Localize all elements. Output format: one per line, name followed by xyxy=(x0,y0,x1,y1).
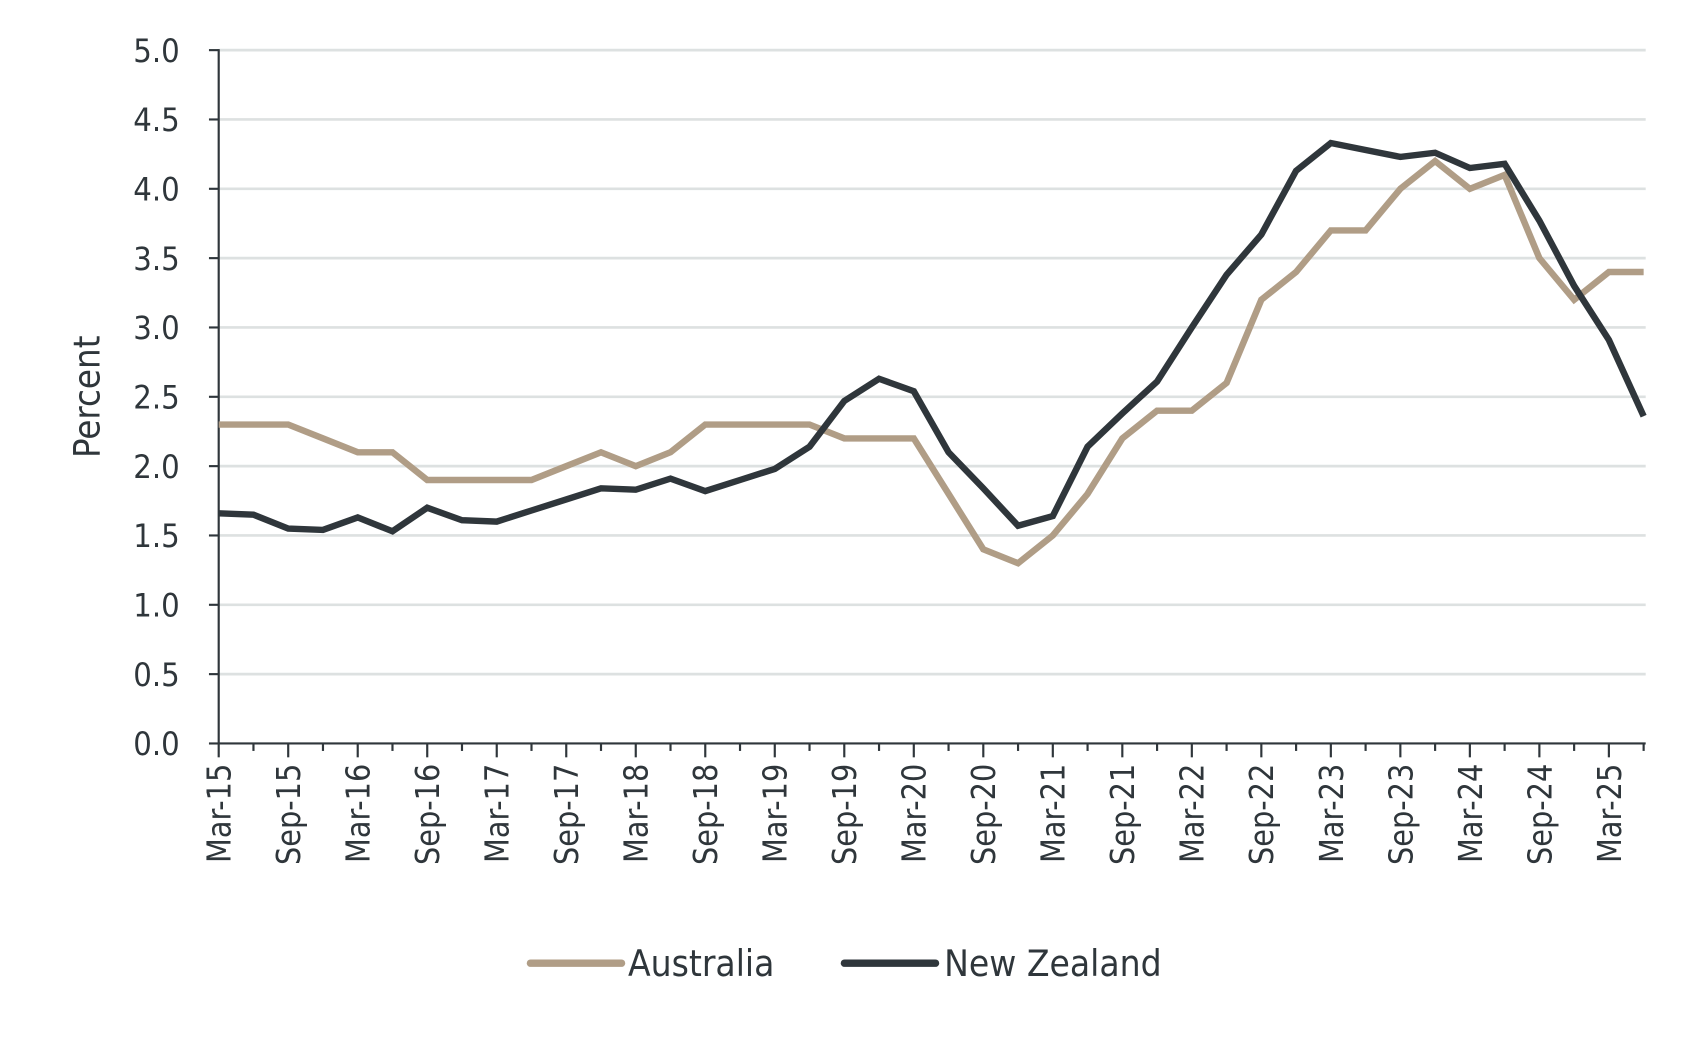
x-tick-label: Sep-23 xyxy=(1382,764,1420,865)
legend: Australia New Zealand xyxy=(526,942,1162,985)
y-tick-label: 4.5 xyxy=(133,101,179,139)
x-tick-label: Sep-24 xyxy=(1521,764,1559,865)
x-tick-label: Sep-19 xyxy=(826,764,864,865)
x-tick-label: Mar-22 xyxy=(1174,764,1212,863)
x-tick-label: Sep-15 xyxy=(270,764,308,865)
series-line-new-zealand xyxy=(218,139,1647,535)
legend-label-australia: Australia xyxy=(628,942,774,985)
x-tick-label: Mar-25 xyxy=(1591,764,1629,863)
x-tick-label: Mar-23 xyxy=(1313,764,1351,863)
x-tick-label: Mar-24 xyxy=(1452,764,1490,863)
series-line-australia xyxy=(218,156,1644,567)
y-tick-label: 2.5 xyxy=(133,379,179,417)
y-tick-label: 2.0 xyxy=(133,448,179,486)
gridlines xyxy=(218,48,1646,676)
y-tick-label: 3.5 xyxy=(133,240,179,278)
x-tick-label: Sep-17 xyxy=(548,764,586,865)
y-tick-label: 4.0 xyxy=(133,171,179,209)
y-tick-label: 3.0 xyxy=(133,309,179,347)
x-tick-label: Sep-21 xyxy=(1104,764,1142,865)
x-tick-label: Sep-16 xyxy=(409,764,447,865)
x-tick-label: Mar-18 xyxy=(617,764,655,863)
y-axis-ticks: 0.0 0.5 1.0 1.5 2.0 2.5 3.0 3.5 4.0 4.5 5.0 xyxy=(133,32,219,763)
x-tick-label: Sep-22 xyxy=(1243,764,1281,865)
y-tick-label: 0.5 xyxy=(133,656,179,694)
y-tick-label: 1.5 xyxy=(133,517,179,555)
x-tick-label: Mar-17 xyxy=(478,764,516,863)
series-lines xyxy=(218,139,1647,567)
y-tick-label: 1.0 xyxy=(133,587,179,625)
x-axis-ticks: Mar-15 Sep-15 Mar-16 Sep-16 Mar-17 Sep-17 Mar-… xyxy=(200,743,1645,865)
series-points xyxy=(218,142,1644,532)
x-tick-label: Mar-21 xyxy=(1034,764,1072,863)
y-tick-label: 5.0 xyxy=(133,32,179,70)
x-tick-label: Sep-20 xyxy=(965,764,1003,865)
x-tick-label: Sep-18 xyxy=(687,764,725,865)
x-tick-label: Mar-19 xyxy=(756,764,794,863)
x-tick-label: Mar-16 xyxy=(339,764,377,863)
y-tick-label: 0.0 xyxy=(133,725,179,763)
legend-label-new-zealand: New Zealand xyxy=(944,942,1162,985)
x-tick-label: Mar-15 xyxy=(200,764,238,863)
series-points xyxy=(218,160,1644,564)
x-tick-label: Mar-20 xyxy=(895,764,933,863)
y-axis-title: Percent xyxy=(65,335,108,458)
